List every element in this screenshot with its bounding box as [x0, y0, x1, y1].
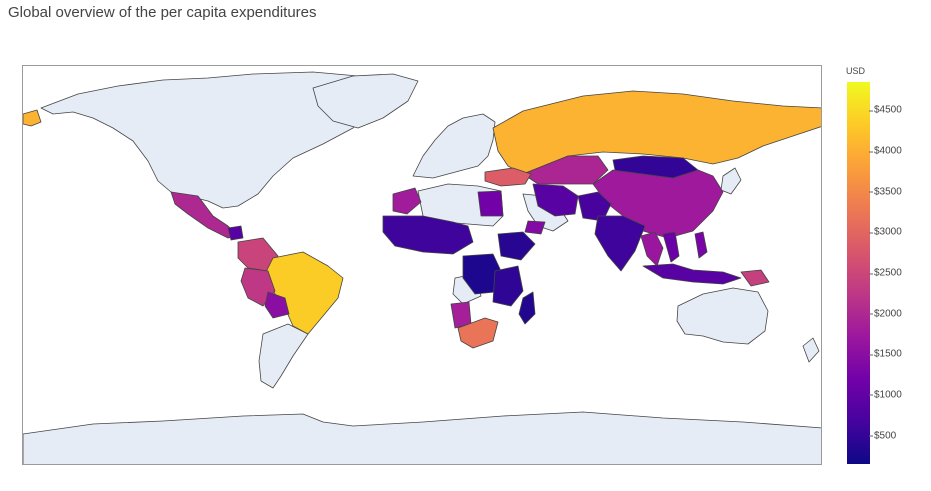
region-kazakhstan[interactable]	[522, 155, 609, 185]
world-map	[23, 71, 821, 464]
europe-landmass	[412, 113, 496, 179]
region-peru[interactable]	[240, 267, 276, 307]
region-ethiopia[interactable]	[497, 231, 536, 261]
region-bolivia[interactable]	[264, 291, 290, 319]
colorbar-tick-label: $4500	[869, 104, 902, 116]
colorbar-tick-label: $3000	[869, 226, 902, 238]
region-tanzania[interactable]	[492, 265, 524, 307]
map-frame[interactable]	[22, 65, 822, 465]
region-morocco[interactable]	[392, 187, 422, 215]
region-turkey[interactable]	[484, 167, 532, 187]
australia-landmass	[676, 287, 769, 345]
north-america-landmass	[40, 71, 384, 209]
south-america-south-landmass	[258, 323, 309, 389]
region-yemen[interactable]	[524, 220, 546, 235]
region-nigeria[interactable]	[382, 215, 474, 255]
region-papua-new-guinea[interactable]	[740, 269, 770, 287]
antarctica-landmass	[23, 411, 821, 464]
new-zealand-landmass	[802, 337, 820, 363]
chart-title: Global overview of the per capita expend…	[8, 4, 317, 21]
region-brazil[interactable]	[264, 251, 344, 335]
region-iran[interactable]	[532, 183, 579, 217]
colorbar-tick-label: $2500	[869, 267, 902, 279]
region-india[interactable]	[594, 215, 646, 272]
region-pakistan[interactable]	[577, 191, 612, 222]
region-south-africa[interactable]	[457, 317, 499, 349]
region-thailand[interactable]	[640, 231, 664, 267]
colorbar-gradient	[847, 82, 870, 464]
region-vietnam[interactable]	[662, 231, 680, 263]
colorbar-tick-label: $4000	[869, 145, 902, 157]
region-philippines[interactable]	[694, 231, 708, 259]
colorbar-tick-label: $1000	[869, 389, 902, 401]
colorbar-tick-label: $3500	[869, 186, 902, 198]
region-egypt[interactable]	[477, 190, 504, 217]
greenland-landmass	[312, 73, 419, 129]
region-guatemala[interactable]	[227, 225, 244, 241]
region-indonesia[interactable]	[642, 263, 742, 285]
japan-landmass	[720, 167, 742, 195]
region-russia-east[interactable]	[23, 109, 42, 127]
colorbar-tick-label: $2000	[869, 308, 902, 320]
colorbar-tick-label: $500	[868, 430, 897, 442]
region-madagascar[interactable]	[518, 291, 536, 325]
colorbar-tick-label: $1500	[869, 348, 902, 360]
colorbar-title: USD	[846, 66, 866, 76]
